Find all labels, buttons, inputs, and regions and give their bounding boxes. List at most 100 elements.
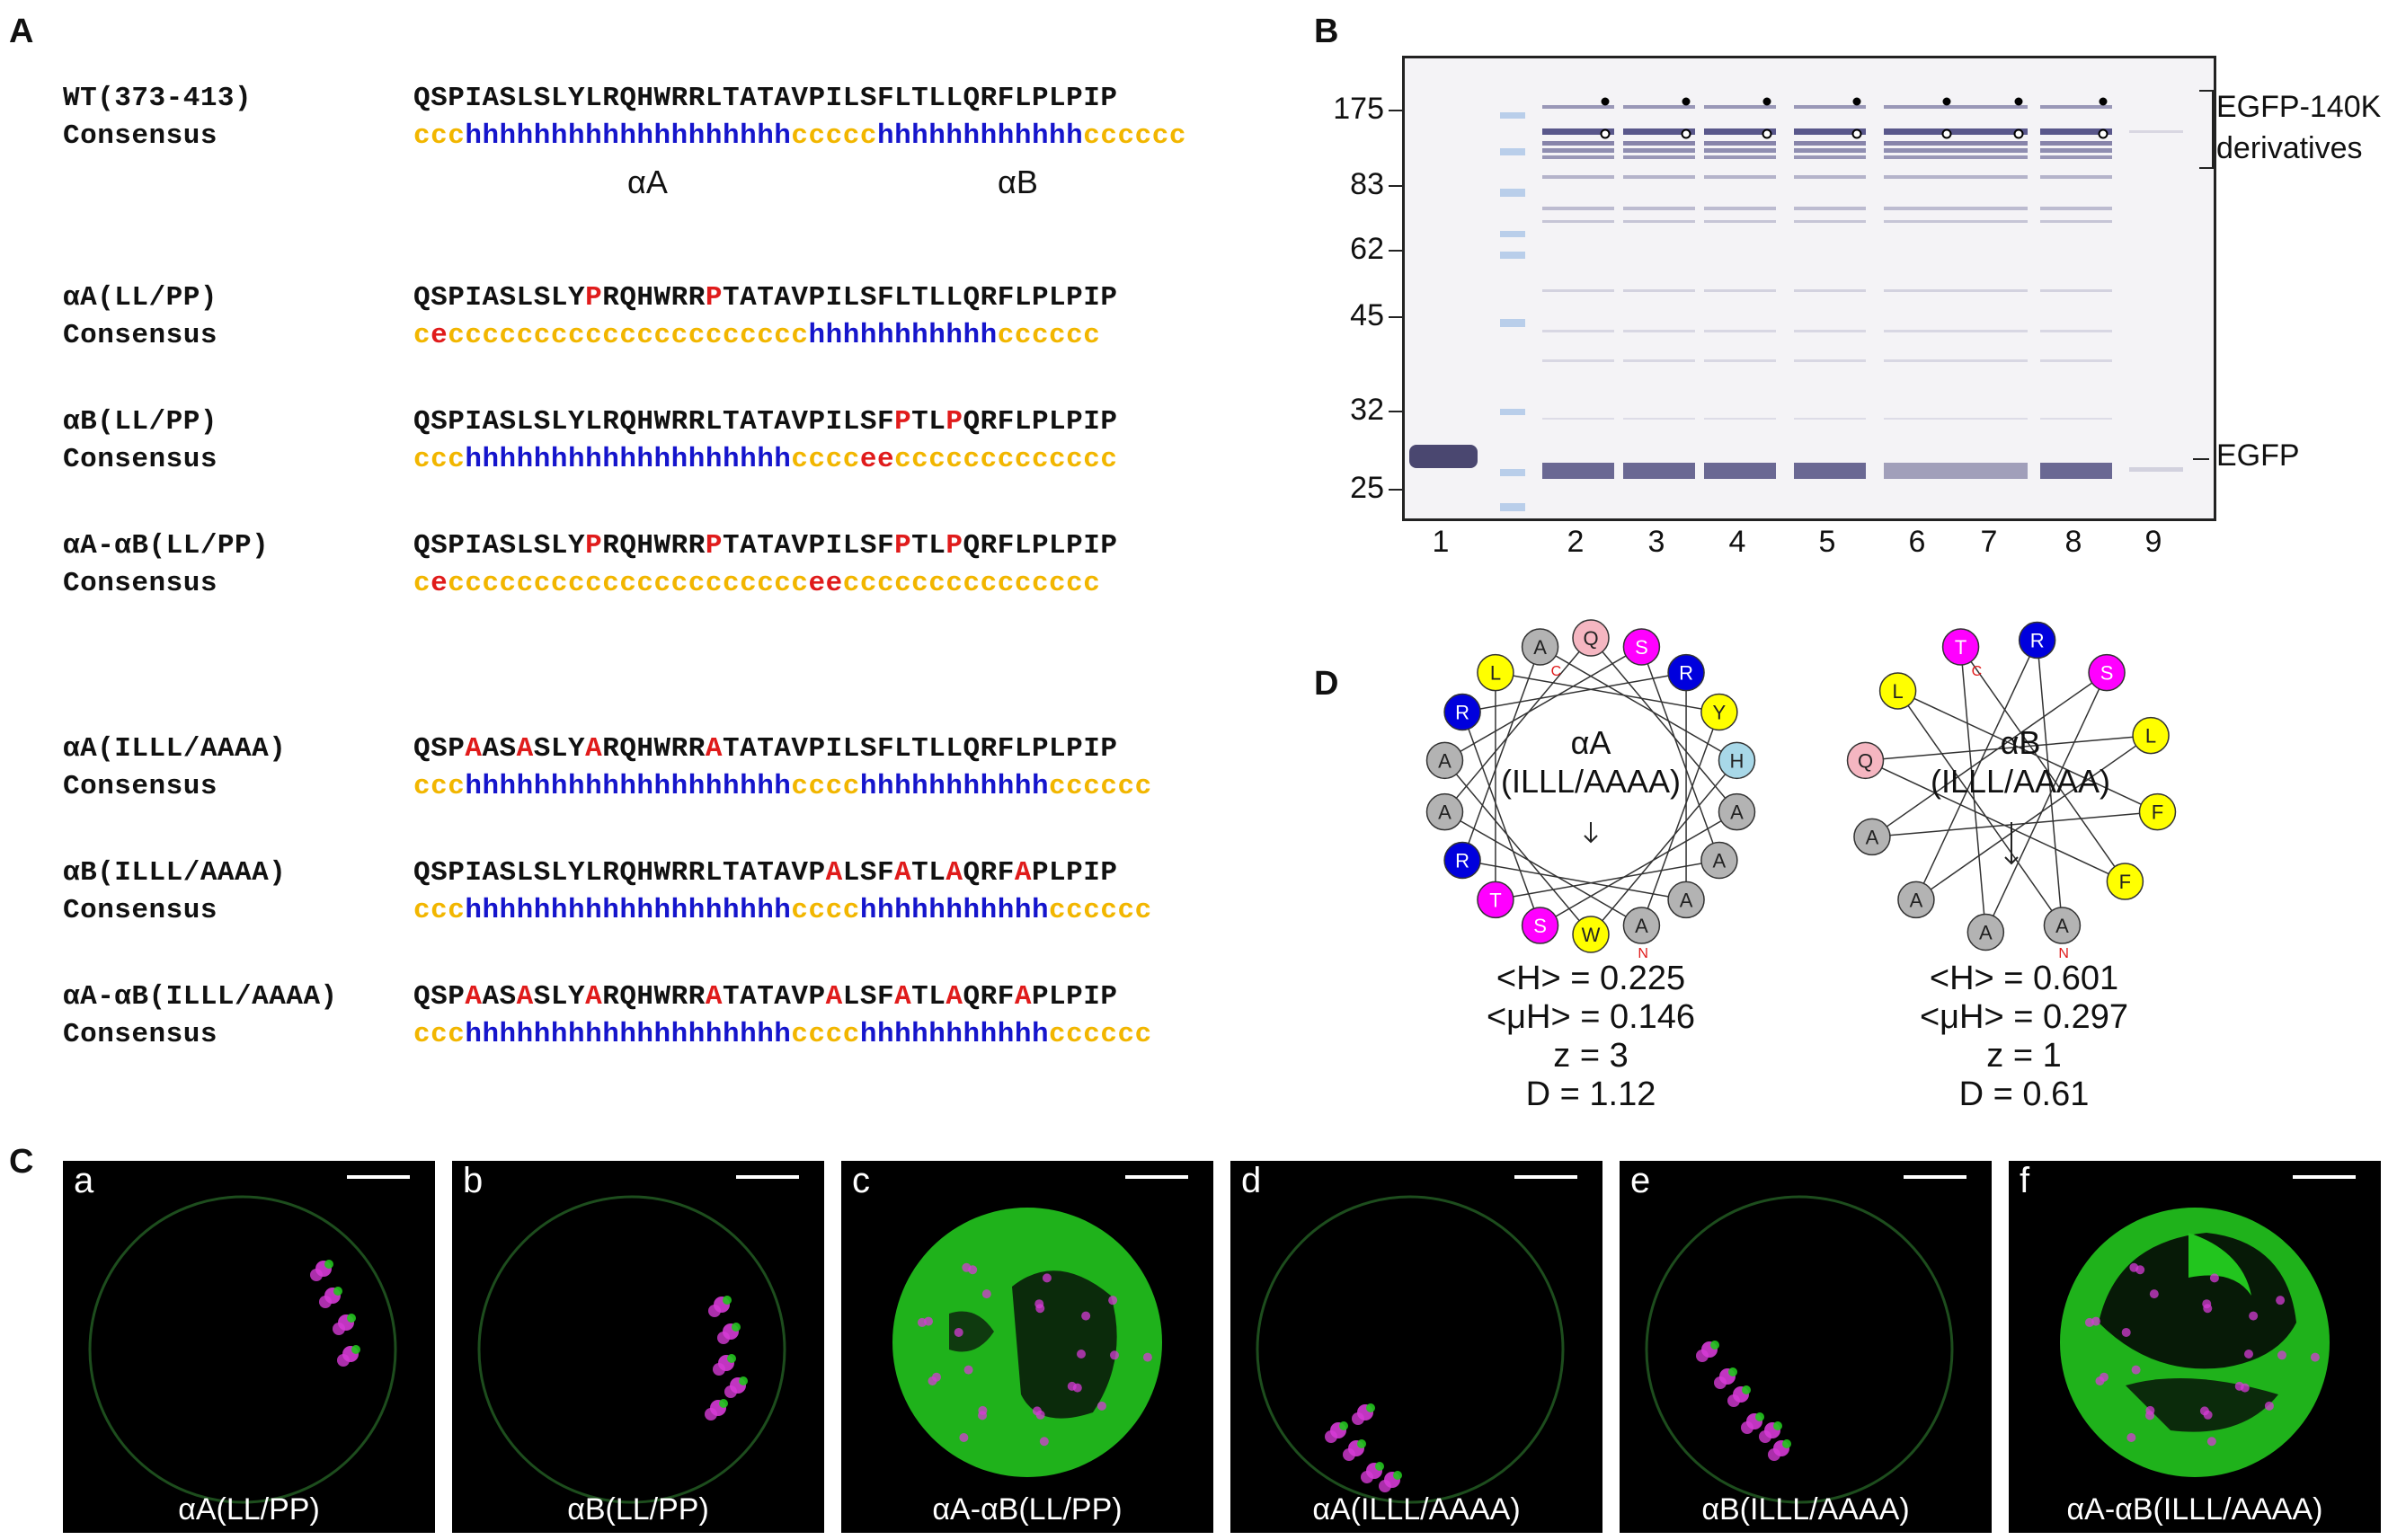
wheel-residue: A xyxy=(1425,741,1464,780)
ladder-band xyxy=(1500,469,1525,476)
ladder-band xyxy=(1500,503,1525,511)
protein-band xyxy=(1884,289,1956,292)
svg-text:S: S xyxy=(2100,662,2114,685)
mw-tick xyxy=(1389,489,1405,491)
consensus-label: Consensus xyxy=(63,895,218,926)
scale-bar xyxy=(1904,1175,1966,1179)
protein-band xyxy=(2040,155,2112,159)
protein-band xyxy=(1956,207,2028,210)
wheel-residue: T xyxy=(1477,881,1514,919)
hydrophobic-moment-arrow xyxy=(2004,822,2019,865)
wheel-connector xyxy=(1461,671,1687,713)
protein-band xyxy=(1794,220,1866,223)
wheel-connector xyxy=(1495,671,1720,713)
protein-band xyxy=(1956,463,2028,479)
cell-image xyxy=(2060,1208,2330,1477)
helix-label-alpha-a: αA xyxy=(627,164,668,200)
protein-band xyxy=(1623,463,1695,479)
protein-band xyxy=(1956,289,2028,292)
cell-image xyxy=(88,1195,397,1504)
protein-band xyxy=(1704,155,1776,159)
wheel-connector xyxy=(1984,672,2108,933)
protein-band xyxy=(1704,330,1776,332)
micrograph-caption: αA(ILLL/AAAA) xyxy=(1312,1492,1521,1527)
micrograph: d αA(ILLL/AAAA) xyxy=(1230,1161,1602,1533)
protein-band xyxy=(1542,463,1614,479)
wheel-connector xyxy=(1495,859,1720,901)
wheel-residue: S xyxy=(2088,653,2126,692)
consensus-label: Consensus xyxy=(63,444,218,475)
ladder-band xyxy=(1500,319,1525,327)
sequence-name: αB(LL/PP) xyxy=(63,406,218,438)
protein-band xyxy=(1542,289,1614,292)
sequence: QSPAASASLYARQHWRRATATAVPILSFLTLLQRFLPLPI… xyxy=(413,733,1118,765)
wheel-connector xyxy=(1865,759,2126,882)
panel-letter-d: D xyxy=(1314,665,1339,703)
micrograph: c αA-αB(LL/PP) xyxy=(841,1161,1213,1533)
protein-band xyxy=(1704,418,1776,420)
consensus-label: Consensus xyxy=(63,771,218,802)
svg-text:L: L xyxy=(1490,662,1501,685)
wheel-residue: R xyxy=(2018,621,2056,659)
protein-band xyxy=(1956,359,2028,362)
wheel-connector xyxy=(1444,811,1642,926)
wheel-residue: Q xyxy=(1846,741,1885,780)
protein-band xyxy=(1884,175,1956,179)
wheel-residue: L xyxy=(2132,716,2170,755)
sequence: QSPIASLSLYLRQHWRRLTATAVPALSFATLAQRFAPLPI… xyxy=(413,857,1118,889)
wheel-connector xyxy=(1640,646,1720,861)
protein-band xyxy=(1794,105,1866,109)
protein-band xyxy=(1884,105,1956,109)
svg-text:S: S xyxy=(1533,915,1547,937)
svg-text:A: A xyxy=(1866,826,1879,848)
mw-marker-label: 62 xyxy=(1350,232,1384,266)
wheel-residue: A xyxy=(2043,907,2082,944)
wheel-a-stats: <H> = 0.225 <μH> = 0.146 z = 3 D = 1.12 xyxy=(1429,960,1753,1114)
wheel-a-moment: <μH> = 0.146 xyxy=(1486,998,1696,1036)
mw-tick xyxy=(1389,185,1405,187)
wheel-b-title-line1: αB xyxy=(2000,724,2041,761)
protein-band xyxy=(1542,207,1614,210)
filled-dot-marker xyxy=(1942,97,1951,106)
sequence-name: WT(373-413) xyxy=(63,83,253,114)
open-dot-marker xyxy=(2013,128,2024,139)
scale-bar xyxy=(2293,1175,2356,1179)
consensus-structure: ccchhhhhhhhhhhhhhhhhhhccccchhhhhhhhhhhhc… xyxy=(413,120,1186,152)
egfp140k-label-line2: derivatives xyxy=(2216,131,2363,165)
svg-text:S: S xyxy=(1635,636,1648,659)
protein-band xyxy=(1956,155,2028,159)
protein-band xyxy=(1794,155,1866,159)
protein-band xyxy=(1704,463,1776,479)
wheel-b-title-line2: (ILLL/AAAA) xyxy=(1930,763,2111,800)
open-dot-marker xyxy=(1600,128,1611,139)
wheel-residue: A xyxy=(1700,841,1738,880)
svg-text:R: R xyxy=(1455,850,1469,872)
mw-tick xyxy=(1389,110,1405,111)
wheel-connector xyxy=(1443,759,1592,935)
scale-bar xyxy=(1125,1175,1188,1179)
protein-band xyxy=(1542,128,1614,135)
protein-band xyxy=(2040,128,2112,135)
protein-band xyxy=(1884,148,1956,153)
wheel-residue: L xyxy=(1878,672,1917,710)
wheel-residue: F xyxy=(2106,863,2144,900)
gel-lane xyxy=(1623,97,1695,479)
sequence: QSPIASLSLYLRQHWRRLTATAVPILSFPTLPQRFLPLPI… xyxy=(413,406,1118,438)
micrograph-letter: d xyxy=(1241,1161,1262,1200)
filled-dot-marker xyxy=(2014,97,2023,106)
wheel-residue: S xyxy=(1622,628,1661,666)
wheel-a-title-line2: (ILLL/AAAA) xyxy=(1500,763,1682,800)
protein-band xyxy=(1704,141,1776,146)
sequence: QSPIASLSLYPRQHWRRPTATAVPILSFLTLLQRFLPLPI… xyxy=(413,282,1118,314)
protein-band xyxy=(1704,220,1776,223)
lane-number: 3 xyxy=(1647,525,1665,559)
wheel-a-title: αA (ILLL/AAAA) xyxy=(1474,723,1708,801)
wheel-connector xyxy=(1540,646,1737,761)
scale-bar xyxy=(736,1175,799,1179)
wheel-connector xyxy=(1959,646,1987,933)
protein-band xyxy=(1794,289,1866,292)
protein-band xyxy=(2040,463,2112,479)
sequence-name: αA-αB(ILLL/AAAA) xyxy=(63,981,338,1013)
micrograph: f αA-αB(ILLL/AAAA) xyxy=(2009,1161,2381,1533)
wheel-connector xyxy=(1590,759,1738,935)
